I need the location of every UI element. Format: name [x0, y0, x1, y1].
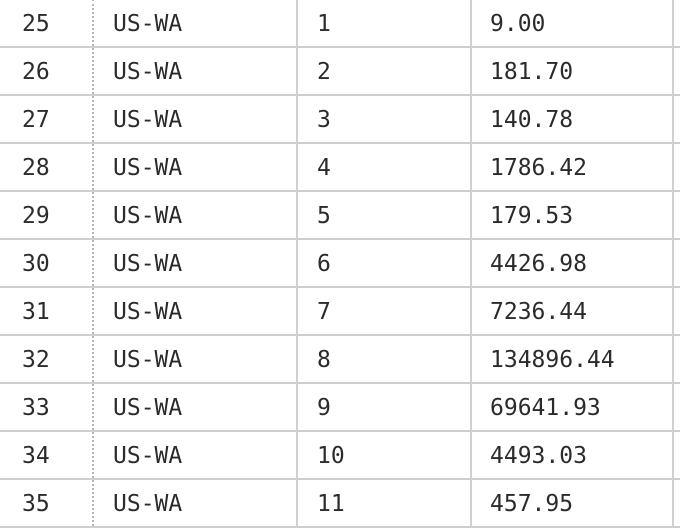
row-number-cell[interactable]: 33 [22, 395, 50, 421]
row-number-cell[interactable]: 28 [22, 155, 50, 181]
table-row[interactable]: 33 US-WA 9 69641.93 [0, 384, 680, 432]
row-number-cell[interactable]: 26 [22, 59, 50, 85]
index-cell[interactable]: 6 [296, 240, 470, 286]
region-cell[interactable]: US-WA [92, 192, 296, 238]
value-cell[interactable]: 9.00 [470, 0, 674, 46]
table-row[interactable]: 29 US-WA 5 179.53 [0, 192, 680, 240]
region-cell[interactable]: US-WA [92, 96, 296, 142]
region-cell[interactable]: US-WA [92, 288, 296, 334]
table-row[interactable]: 35 US-WA 11 457.95 [0, 480, 680, 528]
value-cell[interactable]: 181.70 [470, 48, 674, 94]
value-cell[interactable]: 1786.42 [470, 144, 674, 190]
value-cell[interactable]: 69641.93 [470, 384, 674, 430]
index-cell[interactable]: 9 [296, 384, 470, 430]
row-number-cell[interactable]: 31 [22, 299, 50, 325]
index-cell[interactable]: 1 [296, 0, 470, 46]
table-row[interactable]: 32 US-WA 8 134896.44 [0, 336, 680, 384]
table-row[interactable]: 26 US-WA 2 181.70 [0, 48, 680, 96]
table-row[interactable]: 34 US-WA 10 4493.03 [0, 432, 680, 480]
index-cell[interactable]: 7 [296, 288, 470, 334]
region-cell[interactable]: US-WA [92, 480, 296, 526]
region-cell[interactable]: US-WA [92, 432, 296, 478]
region-cell[interactable]: US-WA [92, 144, 296, 190]
row-number-cell[interactable]: 32 [22, 347, 50, 373]
row-number-cell[interactable]: 34 [22, 443, 50, 469]
value-cell[interactable]: 134896.44 [470, 336, 674, 382]
index-cell[interactable]: 5 [296, 192, 470, 238]
index-cell[interactable]: 2 [296, 48, 470, 94]
value-cell[interactable]: 140.78 [470, 96, 674, 142]
region-cell[interactable]: US-WA [92, 240, 296, 286]
row-number-cell[interactable]: 35 [22, 491, 50, 517]
region-cell[interactable]: US-WA [92, 0, 296, 46]
row-number-cell[interactable]: 30 [22, 251, 50, 277]
region-cell[interactable]: US-WA [92, 336, 296, 382]
table-row[interactable]: 25 US-WA 1 9.00 [0, 0, 680, 48]
table-row[interactable]: 30 US-WA 6 4426.98 [0, 240, 680, 288]
value-cell[interactable]: 179.53 [470, 192, 674, 238]
value-cell[interactable]: 7236.44 [470, 288, 674, 334]
value-cell[interactable]: 4426.98 [470, 240, 674, 286]
table-row[interactable]: 31 US-WA 7 7236.44 [0, 288, 680, 336]
index-cell[interactable]: 8 [296, 336, 470, 382]
value-cell[interactable]: 4493.03 [470, 432, 674, 478]
table-row[interactable]: 27 US-WA 3 140.78 [0, 96, 680, 144]
row-number-cell[interactable]: 25 [22, 10, 50, 37]
index-cell[interactable]: 11 [296, 480, 470, 526]
region-cell[interactable]: US-WA [92, 384, 296, 430]
index-cell[interactable]: 10 [296, 432, 470, 478]
index-cell[interactable]: 3 [296, 96, 470, 142]
table-row[interactable]: 28 US-WA 4 1786.42 [0, 144, 680, 192]
row-number-cell[interactable]: 29 [22, 203, 50, 229]
region-cell[interactable]: US-WA [92, 48, 296, 94]
value-cell[interactable]: 457.95 [470, 480, 674, 526]
row-number-cell[interactable]: 27 [22, 107, 50, 133]
index-cell[interactable]: 4 [296, 144, 470, 190]
